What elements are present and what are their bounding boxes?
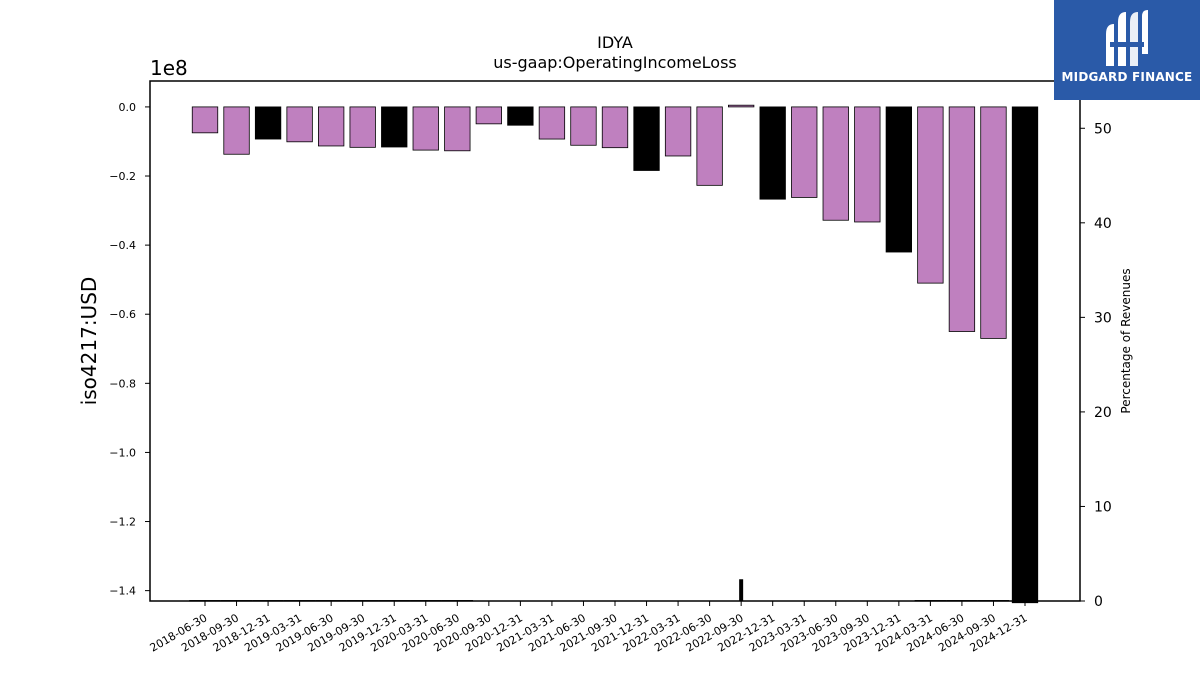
bar-2023-09-30 <box>854 106 881 223</box>
y-tick-label: −1.4 <box>109 585 136 598</box>
pct-bar-2022-09-30 <box>739 579 744 601</box>
y-tick-label: −1.2 <box>109 516 136 529</box>
y2-tick-label: 40 <box>1094 216 1112 232</box>
midgard-finance-logo: MIDGARD FINANCE <box>1054 0 1200 100</box>
bar-2023-12-31 <box>885 106 912 253</box>
bar-2022-06-30 <box>696 106 723 186</box>
bars-group <box>191 104 1039 604</box>
bar-2019-12-31 <box>381 106 408 148</box>
bar-2019-09-30 <box>349 106 376 148</box>
y2-axis-ticks: 0 10 20 30 40 50 <box>1080 121 1112 610</box>
y2-tick-label: 0 <box>1094 594 1103 610</box>
chart-subtitle: us-gaap:OperatingIncomeLoss <box>493 53 737 72</box>
bar-2024-12-31 <box>1011 106 1039 604</box>
bar-2024-09-30 <box>980 106 1007 339</box>
bar-2022-03-31 <box>664 106 692 157</box>
bar-2021-06-30 <box>570 106 597 146</box>
y-axis-label: iso4217:USD <box>77 277 101 406</box>
logo-text: MIDGARD FINANCE <box>1061 70 1193 84</box>
y2-tick-label: 30 <box>1094 310 1112 326</box>
bar-2020-06-30 <box>444 106 471 152</box>
bar-2020-09-30 <box>475 106 502 125</box>
bar-2024-03-31 <box>917 106 944 284</box>
y2-tick-label: 20 <box>1094 405 1112 421</box>
bar-2020-03-31 <box>412 106 439 151</box>
y-axis-ticks: 0.0 −0.2 −0.4 −0.6 −0.8 −1.0 −1.2 −1.4 <box>109 101 150 598</box>
bar-2018-06-30 <box>191 106 219 134</box>
y2-tick-label: 50 <box>1094 121 1112 137</box>
y-tick-label: −0.2 <box>109 170 136 183</box>
bar-2024-06-30 <box>948 106 976 332</box>
bar-2023-06-30 <box>822 106 849 221</box>
percentage-bars-group <box>189 579 1010 602</box>
bar-2020-12-31 <box>507 106 534 126</box>
chart-title: IDYA <box>597 33 633 52</box>
bar-2021-09-30 <box>601 106 629 149</box>
bar-2023-03-31 <box>791 106 818 198</box>
bar-2022-09-30 <box>728 104 755 108</box>
y-tick-label: −1.0 <box>109 446 136 459</box>
y-tick-label: −0.4 <box>109 239 136 252</box>
bar-2021-12-31 <box>633 106 660 171</box>
y-axis-offset-label: 1e8 <box>150 56 188 80</box>
plot-frame <box>149 80 1081 602</box>
y-tick-label: −0.6 <box>109 308 136 321</box>
bar-2022-12-31 <box>759 106 786 200</box>
bar-2019-06-30 <box>318 106 345 147</box>
y2-axis-label: Percentage of Revenues <box>1119 268 1133 413</box>
bar-2021-03-31 <box>538 106 566 140</box>
bar-2018-12-31 <box>254 106 282 140</box>
midgard-logo-icon <box>1106 10 1148 66</box>
x-axis-ticks: 2018-06-302018-09-302018-12-312019-03-31… <box>148 601 1030 655</box>
bar-2019-03-31 <box>286 106 313 143</box>
y-tick-label: −0.8 <box>109 377 136 390</box>
y-tick-label: 0.0 <box>119 101 137 114</box>
bar-2018-09-30 <box>223 106 250 155</box>
y2-tick-label: 10 <box>1094 499 1112 515</box>
